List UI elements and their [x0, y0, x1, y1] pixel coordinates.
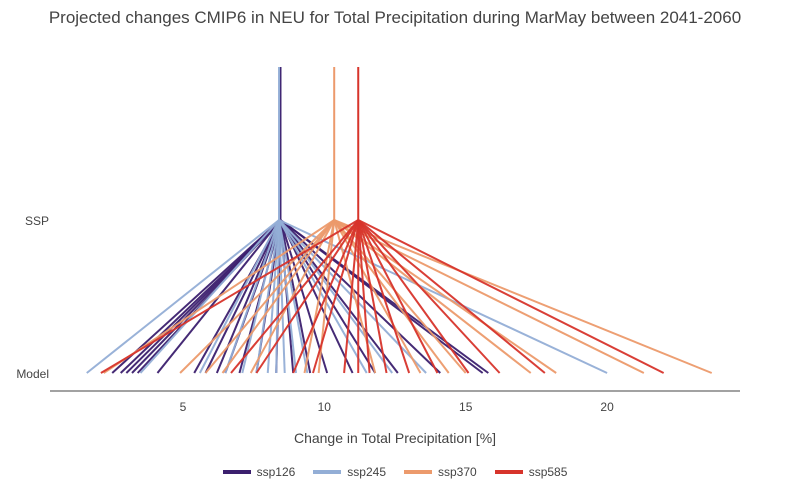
ssp370-model-line-10: [333, 219, 450, 374]
ssp370-model-line-5: [249, 219, 336, 374]
ssp245-model-line-10: [278, 219, 298, 374]
x-tick-label: 10: [318, 400, 332, 414]
ssp585-model-line-6: [343, 219, 360, 374]
series-ssp245: [86, 67, 608, 374]
legend-label: ssp245: [347, 465, 386, 479]
ssp245-model-line-3: [198, 219, 280, 374]
ssp245-model-line-5: [241, 219, 281, 374]
ssp585-model-line-2: [230, 219, 360, 374]
ssp370-model-line-2: [179, 219, 335, 374]
ssp585-model-line-1: [100, 219, 359, 374]
legend-swatch: [404, 470, 432, 474]
legend-item-ssp370[interactable]: ssp370: [404, 465, 477, 479]
x-ticks: 5 10 15 20: [180, 400, 615, 414]
ssp585-model-line-13: [357, 219, 501, 374]
legend-item-ssp585[interactable]: ssp585: [494, 465, 568, 479]
y-tick-model: Model: [16, 367, 49, 381]
ssp585-model-line-15: [357, 219, 665, 374]
ssp245-model-line-6: [255, 219, 281, 374]
y-tick-ssp: SSP: [25, 214, 49, 228]
ssp245-model-line-12: [278, 219, 368, 374]
ssp585-model-line-3: [255, 219, 360, 374]
ssp126-model-line-17: [279, 219, 354, 374]
legend-label: ssp585: [528, 465, 568, 479]
legend-label: ssp370: [438, 465, 477, 479]
ssp585-model-line-12: [357, 219, 470, 374]
legend-label: ssp126: [256, 465, 296, 479]
legend-item-ssp126[interactable]: ssp126: [222, 465, 296, 479]
ssp585-model-line-14: [357, 219, 546, 374]
ssp585-model-line-9: [357, 219, 388, 374]
legend-swatch: [494, 470, 523, 474]
ssp585-model-line-11: [357, 219, 439, 374]
x-tick-label: 5: [180, 400, 187, 414]
ssp245-model-line-15: [278, 219, 608, 374]
ssp585-model-line-4: [292, 219, 360, 374]
series-ssp126: [111, 67, 489, 374]
ssp585-model-line-5: [312, 219, 360, 374]
ssp585-model-line-10: [357, 219, 411, 374]
ssp245-model-line-4: [224, 219, 281, 374]
ssp370-model-line-6: [303, 219, 336, 374]
ssp126-model-line-16: [279, 219, 329, 374]
series-ssp585: [100, 67, 665, 374]
ssp370-model-line-14: [333, 219, 645, 374]
ssp245-model-line-7: [266, 219, 281, 374]
x-axis-title: Change in Total Precipitation [%]: [294, 430, 496, 446]
legend-swatch: [222, 470, 251, 474]
ssp126-model-line-19: [279, 219, 399, 374]
ssp585-model-line-8: [357, 219, 371, 374]
ssp370-model-line-3: [204, 219, 335, 374]
ssp245-model-line-9: [278, 219, 286, 374]
ssp245-model-line-1: [86, 219, 280, 374]
legend-item-ssp245[interactable]: ssp245: [313, 465, 386, 479]
ssp245-model-line-2: [139, 219, 280, 374]
ssp126-model-line-8: [204, 219, 282, 374]
ssp370-model-line-15: [333, 219, 713, 374]
x-tick-label: 20: [600, 400, 614, 414]
series-lines: [86, 67, 713, 374]
legend-swatch: [313, 470, 342, 474]
chart-title: Projected changes CMIP6 in NEU for Total…: [48, 8, 742, 27]
legend: ssp126 ssp245 ssp370 ssp585: [0, 465, 790, 479]
x-tick-label: 15: [459, 400, 473, 414]
ssp370-model-line-9: [333, 219, 422, 374]
